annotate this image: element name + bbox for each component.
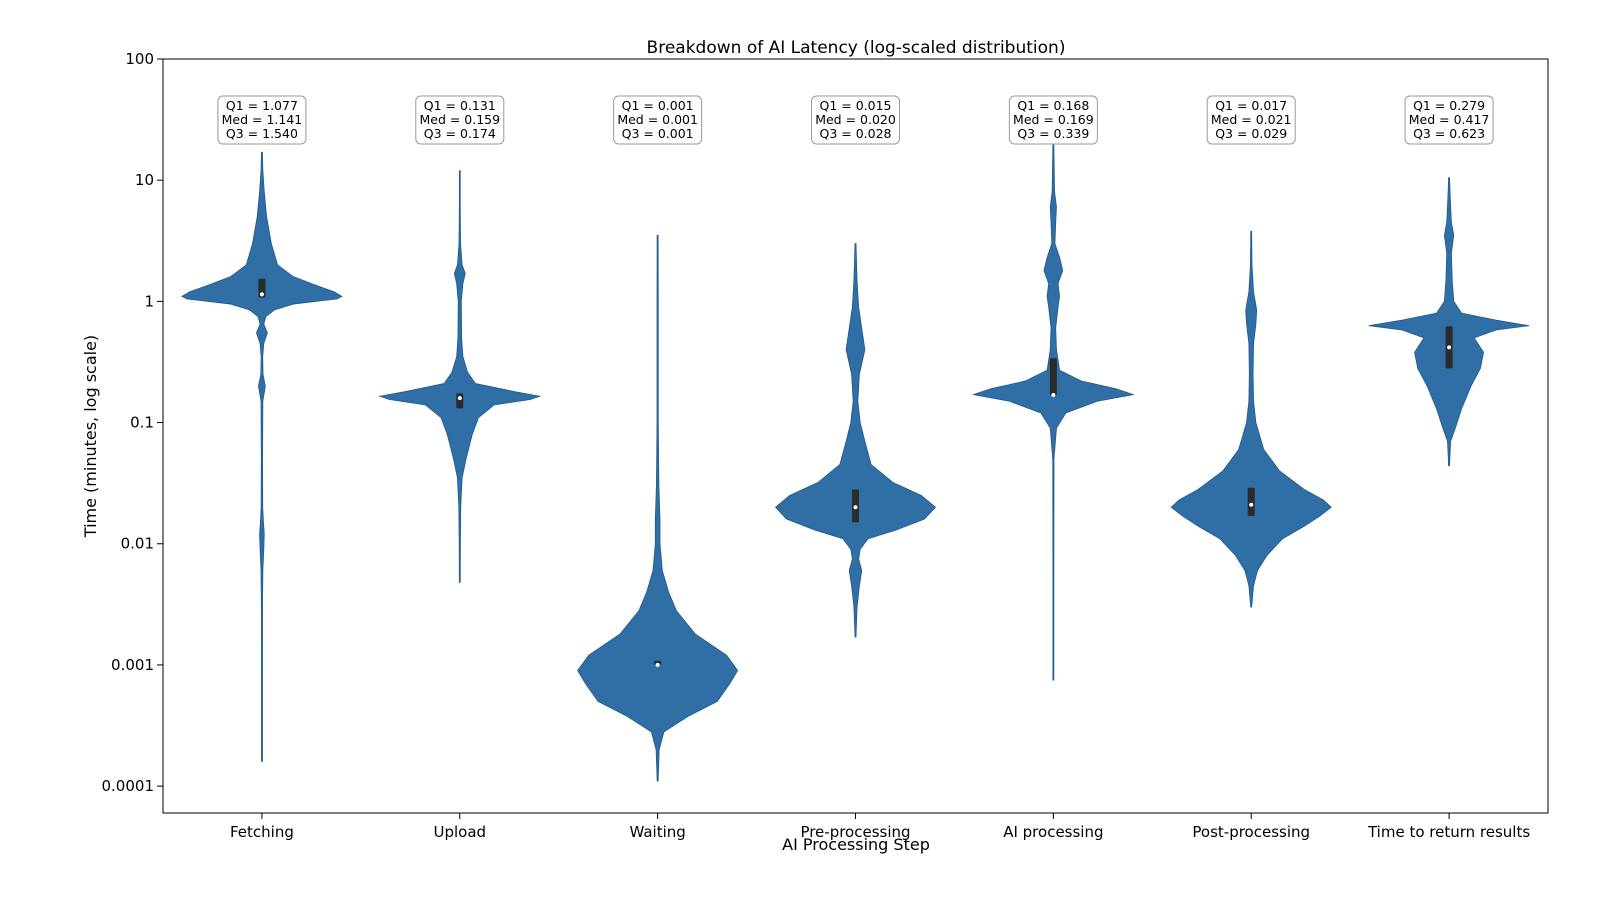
x-tick-label: Pre-processing: [800, 823, 910, 841]
y-axis-title: Time (minutes, log scale): [81, 335, 100, 538]
stats-box-frame: [1206, 95, 1296, 145]
x-tick-label: Upload: [434, 823, 487, 841]
violin-body: [577, 235, 739, 782]
violin-median: [1051, 392, 1056, 397]
violin-iqr-box: [1247, 487, 1255, 516]
stats-q3-label: Q3 = 0.001: [622, 126, 694, 141]
violin-pre-processing: [774, 243, 937, 638]
violin-iqr-box: [258, 278, 266, 298]
violin-fetching: [181, 151, 343, 762]
stats-q3-label: Q3 = 0.028: [820, 126, 892, 141]
stats-q1-label: Q1 = 0.017: [1215, 98, 1287, 113]
stats-q1-label: Q1 = 0.131: [424, 98, 496, 113]
violin-ai-processing: [971, 143, 1135, 681]
violin-body: [378, 170, 542, 583]
stats-box-frame: [811, 95, 900, 145]
stats-median-label: Med = 0.417: [1409, 112, 1490, 127]
stats-median-label: Med = 0.020: [815, 112, 896, 127]
violins-layer: [181, 143, 1530, 782]
stats-q3-label: Q3 = 1.540: [226, 126, 298, 141]
y-tick-label: 0.001: [111, 656, 154, 674]
stats-q3-label: Q3 = 0.623: [1413, 126, 1485, 141]
violin-body: [971, 143, 1135, 681]
y-axis: 0.0001 0.001 0.01 0.1 1 10 100: [102, 50, 163, 795]
x-tick-label: Waiting: [629, 823, 685, 841]
y-tick-label: 0.1: [130, 414, 154, 432]
stats-q3-label: Q3 = 0.174: [424, 126, 496, 141]
stats-box-frame: [613, 95, 703, 145]
y-tick-label: 10: [135, 171, 154, 189]
x-axis-title: AI Processing Step: [782, 835, 930, 854]
stats-box-frame: [217, 95, 307, 145]
x-tick-label: Post-processing: [1192, 823, 1310, 841]
violin-median: [1249, 502, 1254, 507]
violin-median: [457, 396, 462, 401]
y-tick-label: 0.0001: [102, 777, 155, 795]
stats-q1-label: Q1 = 0.168: [1017, 98, 1089, 113]
stats-q3-label: Q3 = 0.339: [1017, 126, 1089, 141]
violin-body: [1170, 230, 1332, 608]
violin-body: [774, 243, 937, 638]
stats-q3-label: Q3 = 0.029: [1215, 126, 1287, 141]
chart-title: Breakdown of AI Latency (log-scaled dist…: [647, 38, 1066, 58]
violin-waiting: [577, 235, 739, 782]
stats-q1-label: Q1 = 0.015: [820, 98, 892, 113]
violin-median: [259, 292, 264, 297]
violin-iqr-box: [456, 393, 464, 409]
stats-median-label: Med = 0.159: [419, 112, 500, 127]
y-tick-label: 1: [144, 292, 154, 310]
stats-q1-label: Q1 = 0.001: [622, 98, 694, 113]
violin-median: [1447, 345, 1452, 350]
stats-median-label: Med = 0.169: [1013, 112, 1094, 127]
stats-median-label: Med = 1.141: [222, 112, 303, 127]
stats-box-frame: [1008, 95, 1098, 145]
stats-box-frame: [415, 95, 505, 145]
x-tick-label: Time to return results: [1367, 823, 1530, 841]
violin-body: [181, 151, 343, 762]
x-tick-label: Fetching: [230, 823, 294, 841]
stats-median-label: Med = 0.001: [617, 112, 698, 127]
violin-time-to-return-results: [1369, 177, 1530, 467]
stats-median-label: Med = 0.021: [1211, 112, 1292, 127]
x-axis: Fetching Upload Waiting Pre-processing AI pr…: [230, 813, 1530, 841]
violin-median: [853, 505, 858, 510]
violin-median: [655, 662, 660, 667]
violin-upload: [378, 170, 542, 583]
stats-q1-label: Q1 = 0.279: [1413, 98, 1485, 113]
stats-box-frame: [1404, 95, 1494, 145]
violin-post-processing: [1170, 230, 1332, 608]
x-tick-label: AI processing: [1003, 823, 1103, 841]
stats-q1-label: Q1 = 1.077: [226, 98, 298, 113]
y-tick-label: 0.01: [121, 535, 154, 553]
violin-body: [1369, 177, 1530, 467]
violin-iqr-box: [1049, 358, 1057, 396]
y-tick-label: 100: [125, 50, 154, 68]
